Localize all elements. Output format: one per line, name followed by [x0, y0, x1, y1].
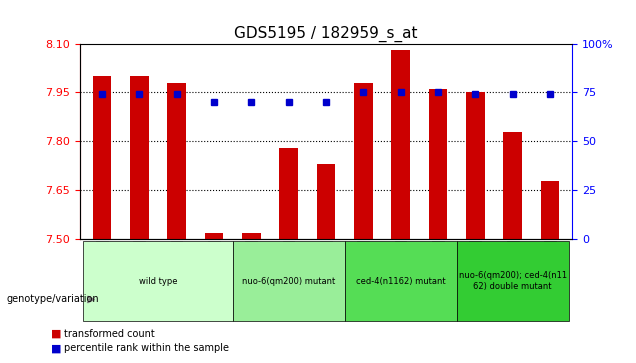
Bar	[167, 83, 186, 239]
Text: genotype/variation: genotype/variation	[6, 294, 99, 305]
Bar	[279, 148, 298, 239]
Text: ■: ■	[51, 329, 62, 339]
Bar	[93, 76, 111, 239]
Bar	[466, 93, 485, 239]
Text: ■: ■	[51, 343, 62, 354]
FancyBboxPatch shape	[233, 241, 345, 321]
Bar	[130, 76, 149, 239]
Bar	[503, 132, 522, 239]
Bar	[205, 233, 223, 239]
Bar	[391, 50, 410, 239]
Bar	[317, 164, 335, 239]
Text: transformed count: transformed count	[64, 329, 155, 339]
Text: nuo-6(qm200); ced-4(n11
62) double mutant: nuo-6(qm200); ced-4(n11 62) double mutan…	[459, 272, 567, 291]
Title: GDS5195 / 182959_s_at: GDS5195 / 182959_s_at	[234, 26, 418, 42]
FancyBboxPatch shape	[345, 241, 457, 321]
Bar	[429, 89, 447, 239]
Text: ced-4(n1162) mutant: ced-4(n1162) mutant	[356, 277, 445, 286]
Text: percentile rank within the sample: percentile rank within the sample	[64, 343, 228, 354]
Bar	[541, 180, 559, 239]
Bar	[242, 233, 261, 239]
Text: wild type: wild type	[139, 277, 177, 286]
Bar	[354, 83, 373, 239]
FancyBboxPatch shape	[457, 241, 569, 321]
Text: nuo-6(qm200) mutant: nuo-6(qm200) mutant	[242, 277, 335, 286]
FancyBboxPatch shape	[83, 241, 233, 321]
